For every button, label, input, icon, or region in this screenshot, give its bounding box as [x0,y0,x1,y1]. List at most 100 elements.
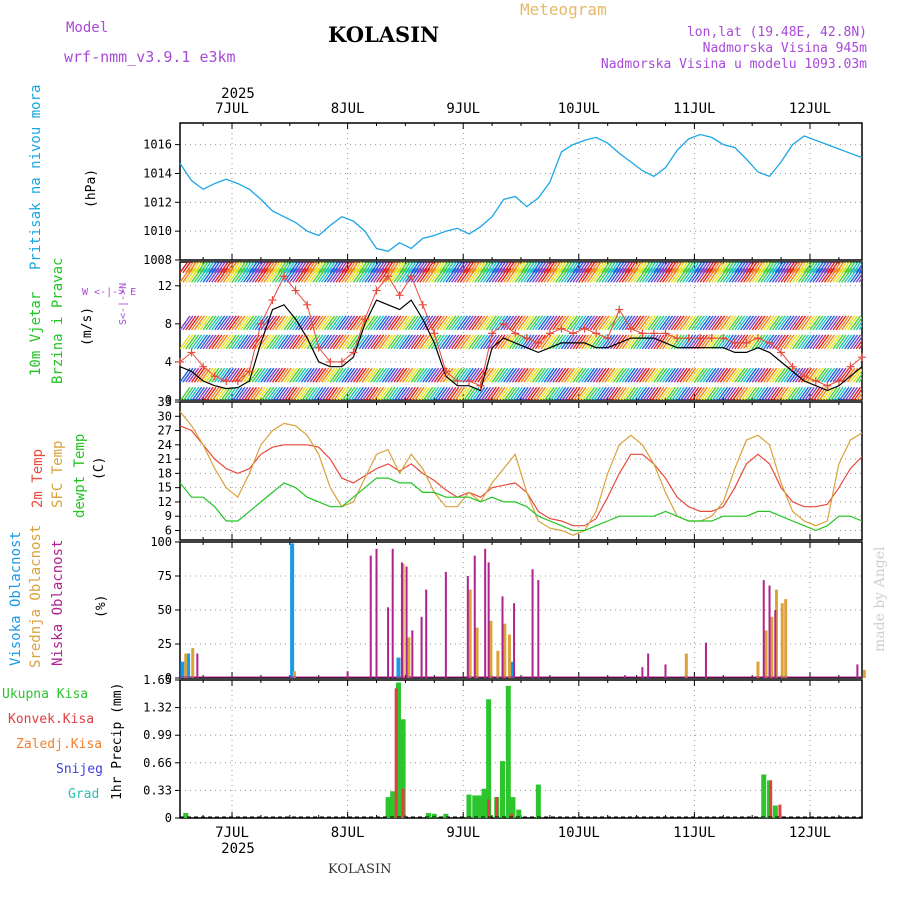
wind-barb [604,367,616,383]
wind-barb [407,262,417,274]
wind-barb [841,267,853,283]
wind-barb [531,334,544,350]
wind-barb [399,367,411,383]
wind-barb [430,267,442,283]
wind-barb [378,315,390,331]
wind-barb [482,262,492,274]
wind-barb [757,315,769,331]
wind-barb [581,334,593,350]
wind-barb [664,267,677,283]
wind-barb [757,367,769,383]
wind-barb [489,386,500,400]
wind-barb [815,367,827,383]
wind-barb [754,367,766,383]
wind-barb [818,334,830,350]
wind-barb [829,262,839,274]
wind-barb [636,315,648,331]
wind-barb [731,334,743,350]
wind-barb [278,386,289,400]
panel-frame [179,541,863,679]
wind-barb [277,367,289,383]
wind-barb [479,334,492,350]
wind-barb [716,367,729,383]
wind-barb [451,267,463,283]
cloud-low-bar [444,571,447,678]
precip-total-bar [761,774,767,818]
wind-barb [269,262,279,274]
date-label-bottom: 11JUL [673,825,715,841]
wind-barb [581,262,591,274]
wind-barb [263,267,275,283]
wind-barb [630,334,642,350]
wind-barb [376,386,388,400]
wind-barb [459,334,471,350]
wind-barb [451,334,463,350]
wind-barb [269,334,281,350]
wind-barb [638,267,651,283]
wind-barb [806,262,816,274]
wind-barb [650,267,662,283]
wind-barb [508,267,521,283]
wind-barb [592,315,604,331]
wind-barb [329,262,339,274]
wind-barb [407,367,419,383]
wind-barb [751,367,763,383]
wind-barb [820,267,833,283]
wind-barb [731,262,741,274]
wind-barb [370,334,382,350]
wind-barb [627,367,639,383]
wind-barb [823,315,836,331]
wind-barb [520,262,530,274]
wind-barb [387,367,399,383]
wind-barb [633,367,645,383]
wind-gust-marker [730,338,739,347]
wind-barb [566,267,578,283]
wind-barb [295,334,307,350]
wind-barb [751,262,761,274]
precip-unit: 1hr Precip (mm) [110,682,125,800]
wind-barb [401,334,414,350]
date-label-top: 7JUL [215,101,249,117]
wind-barb [659,334,671,350]
wind-barb [217,386,229,400]
wind-barb [459,367,471,383]
wind-barb [601,267,613,283]
wind-barb [321,267,333,283]
wind-barb [465,367,477,383]
wind-barb [734,367,746,383]
wind-barb [693,334,705,350]
wind-barb [801,386,812,400]
cloud-low-bar [405,566,408,678]
wind-barb [240,315,252,331]
wind-barb [298,386,310,400]
wind-barb [205,267,217,283]
wind-gust-marker [268,296,277,305]
wind-barb [682,367,694,383]
wind-barb [584,386,596,400]
wind-barb [826,262,836,274]
wind-barb [219,334,232,350]
wind-barb [373,386,385,400]
wind-barb [526,267,538,283]
wind-barb [245,262,256,274]
wind-barb [774,315,786,331]
y-tick-label: 1008 [143,253,172,267]
wind-barb [500,367,512,383]
wind-barb [214,315,226,331]
wind-barb [439,267,451,283]
wind-barb [225,267,237,283]
wind-barb [393,262,403,274]
wind-barb [471,367,483,383]
wind-barb [425,386,437,400]
wind-barb [520,267,532,283]
wind-barb [318,315,330,331]
wind-barb [367,386,379,400]
wind-gust-marker [777,348,786,357]
wind-barb [575,334,587,350]
wind-barb [523,386,535,400]
pressure-unit: (hPa) [84,168,99,208]
wind-barb [390,315,402,331]
wind-barb [699,334,711,350]
wind-barb [719,367,731,383]
wind-barb [771,262,781,274]
